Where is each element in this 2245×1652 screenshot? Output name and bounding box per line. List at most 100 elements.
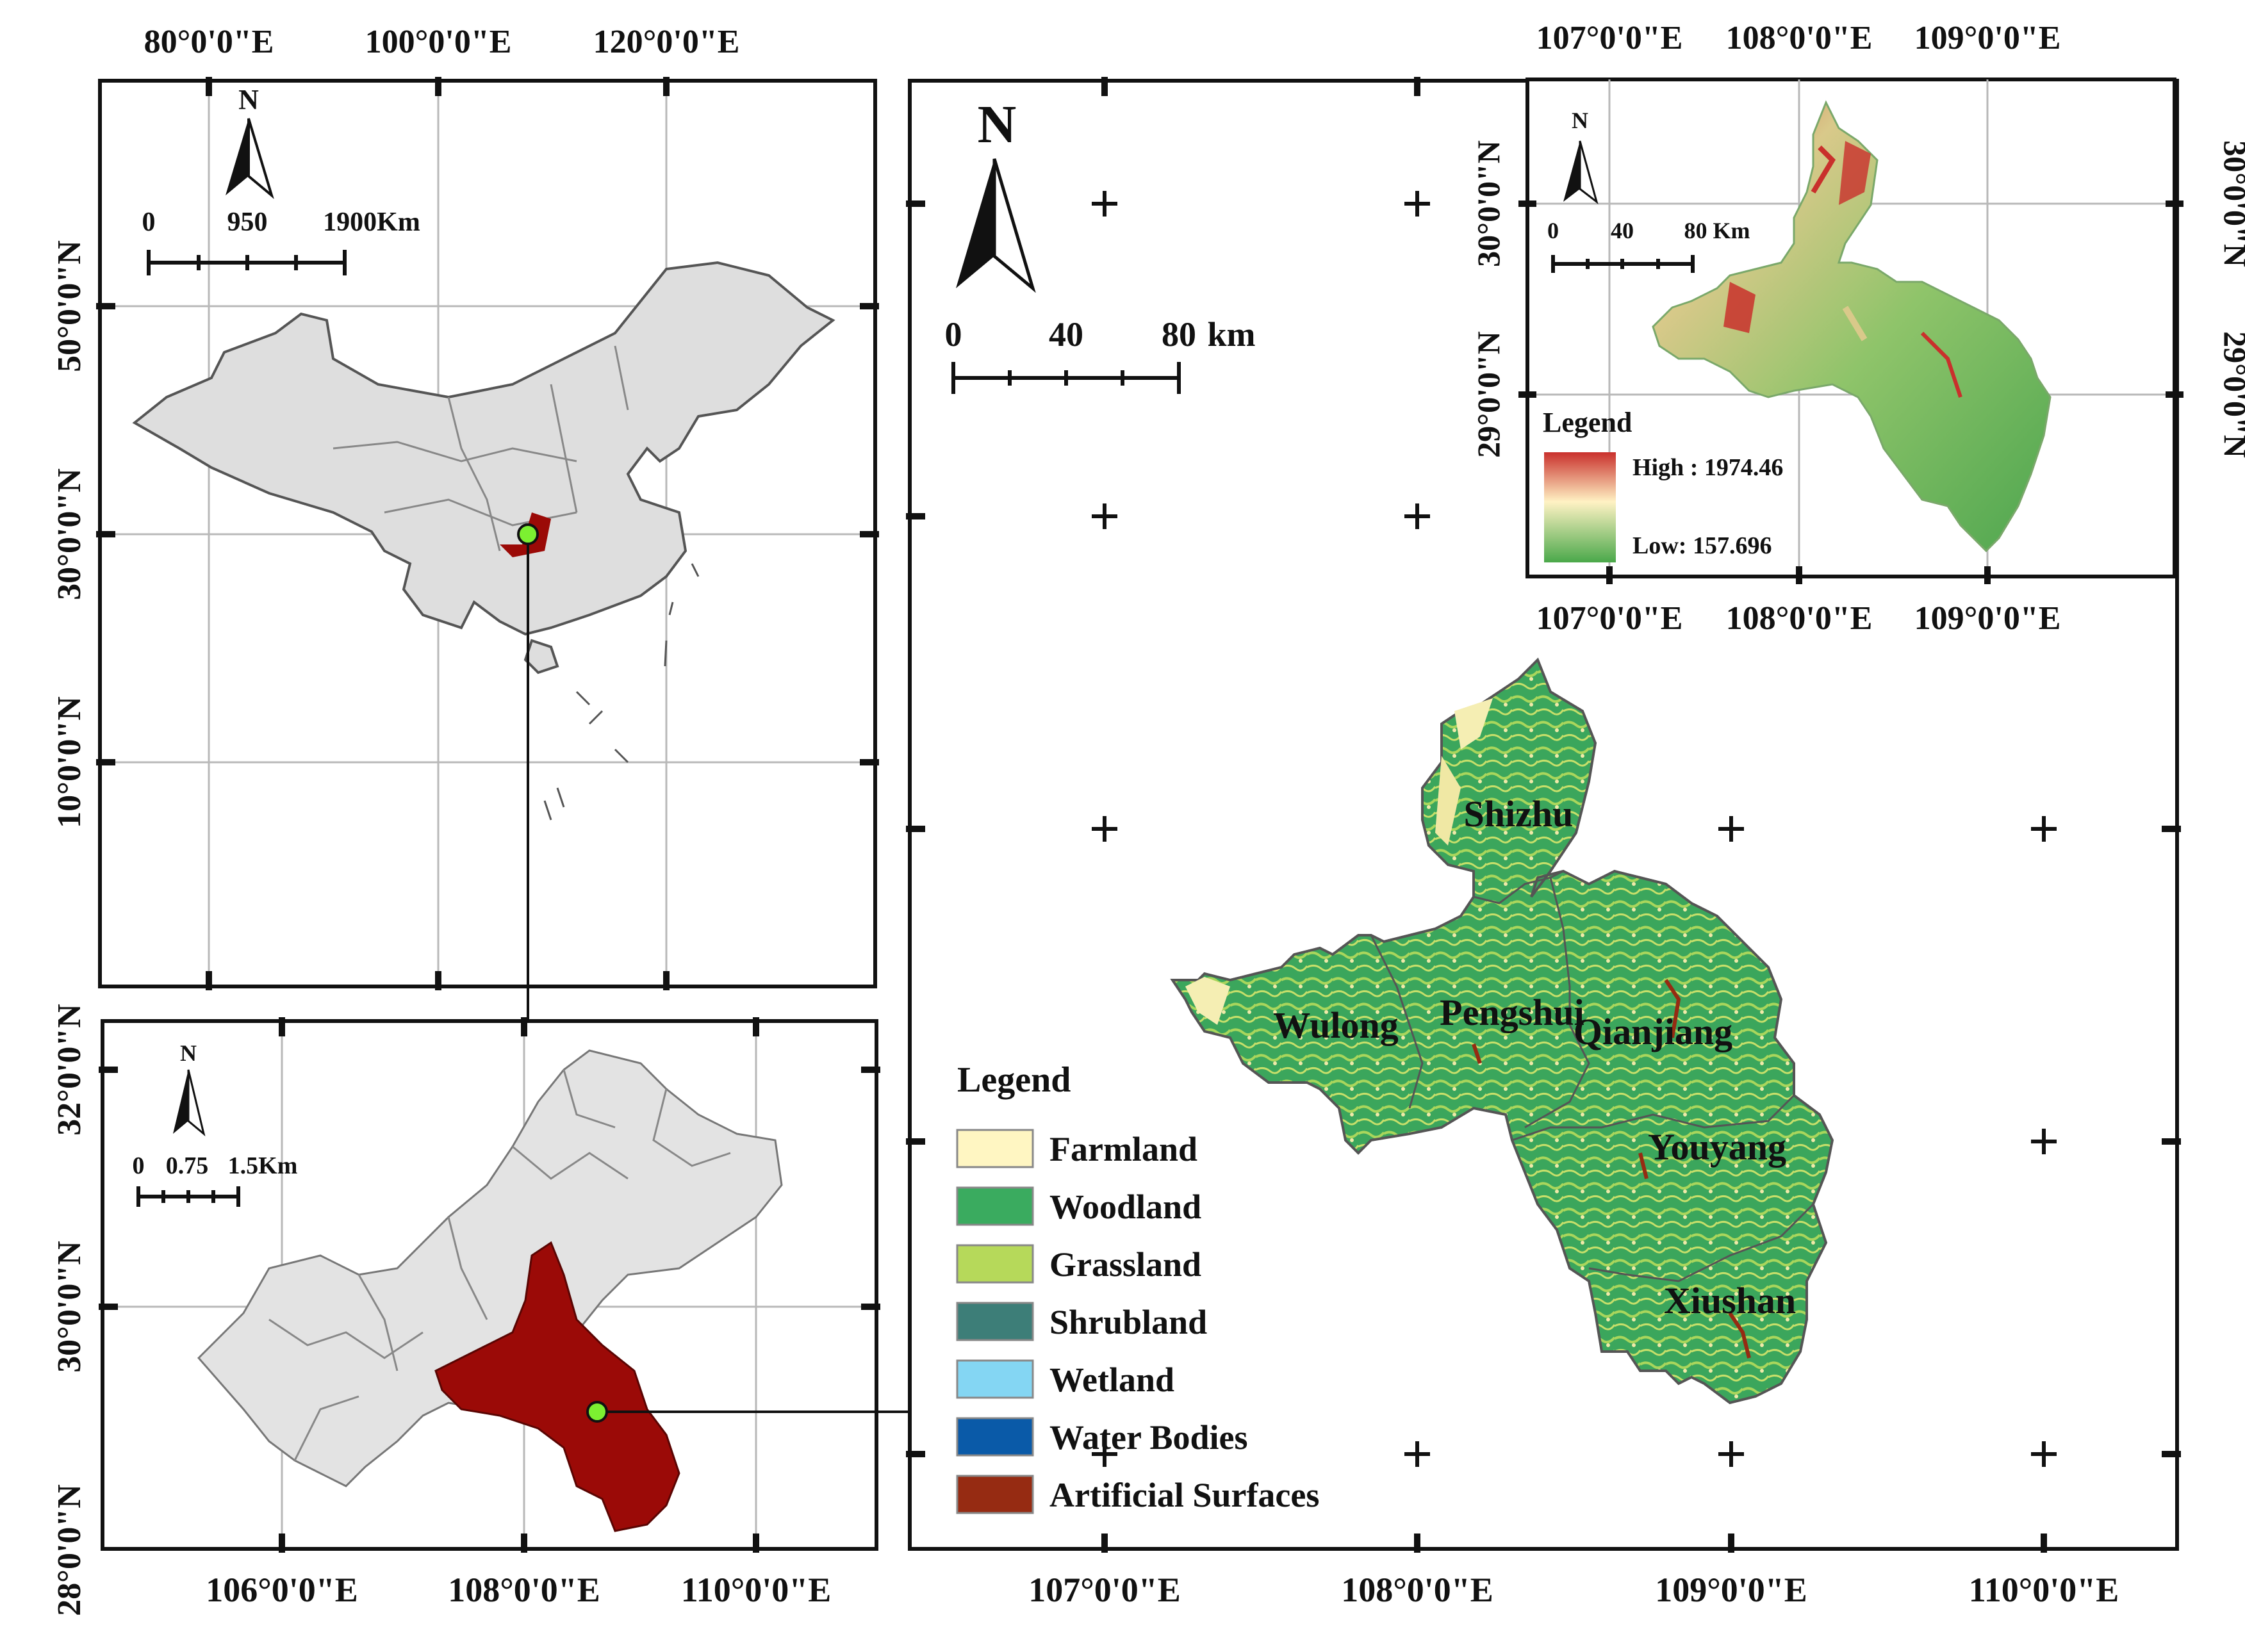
svg-text:Wetland: Wetland (1049, 1361, 1174, 1399)
county-boundaries (1370, 870, 1814, 1282)
chongqing-scale-bar: 0 0.75 1.5Km (133, 1152, 298, 1207)
china-north-arrow: N (226, 84, 274, 199)
china-north-label: N (238, 84, 259, 115)
dem-north-arrow: N (1563, 108, 1599, 204)
china-overview-panel: N 0 950 1900Km 80°0'0"E 100°0'0"E 120°0'… (51, 24, 879, 990)
county-label-qianjiang: Qianjiang (1574, 1011, 1732, 1052)
svg-text:40: 40 (1611, 218, 1634, 243)
county-label-wulong: Wulong (1273, 1004, 1399, 1046)
chongqing-panel: N 0 0.75 1.5Km 106°0'0"E 108°0'0"E 110°0… (51, 1004, 880, 1616)
chongqing-base-map (197, 1049, 783, 1487)
county-label-shizhu: Shizhu (1464, 793, 1574, 835)
county-label-pengshui: Pengshui (1440, 992, 1584, 1033)
dem-low-label: Low: 157.696 (1632, 532, 1772, 559)
china-scale-bar: 0 950 1900Km (142, 208, 420, 275)
svg-text:100°0'0"E: 100°0'0"E (365, 24, 512, 60)
svg-text:108°0'0"E: 108°0'0"E (1341, 1571, 1493, 1609)
study-area-landuse (1170, 657, 1834, 1405)
main-map-ticks (906, 77, 2181, 1553)
svg-text:km: km (1207, 315, 1255, 354)
chongqing-north-arrow: N (173, 1040, 206, 1137)
svg-text:N: N (180, 1040, 197, 1066)
svg-text:50°0'0"N: 50°0'0"N (51, 240, 88, 372)
svg-text:109°0'0"E: 109°0'0"E (1655, 1571, 1807, 1609)
svg-text:29°0'0"N: 29°0'0"N (2217, 331, 2245, 458)
svg-text:29°0'0"N: 29°0'0"N (1470, 331, 1506, 458)
dem-y-labels-left: 30°0'0"N 29°0'0"N (1470, 140, 1506, 458)
legend-title: Legend (957, 1060, 1071, 1100)
main-x-labels: 107°0'0"E 108°0'0"E 109°0'0"E 110°0'0"E (1028, 1571, 2119, 1609)
dem-frame-ticks (1518, 200, 2183, 584)
svg-text:0: 0 (133, 1152, 145, 1179)
svg-text:0: 0 (945, 315, 962, 354)
svg-text:80: 80 (1162, 315, 1196, 354)
svg-text:0.75: 0.75 (166, 1152, 209, 1179)
main-north-arrow: N (956, 95, 1036, 293)
dem-scale-bar: 0 40 80 Km (1547, 218, 1750, 273)
svg-text:120°0'0"E: 120°0'0"E (593, 24, 740, 60)
china-location-marker (517, 523, 539, 545)
legend-item-woodland: Woodland (956, 1186, 1201, 1226)
svg-text:108°0'0"E: 108°0'0"E (1726, 20, 1873, 56)
main-north-label: N (978, 95, 1017, 154)
chongqing-x-labels: 106°0'0"E 108°0'0"E 110°0'0"E (206, 1571, 831, 1609)
main-scale-bar: 0 40 80 km (945, 315, 1256, 394)
china-outline (132, 261, 835, 821)
svg-text:Water Bodies: Water Bodies (1049, 1418, 1248, 1457)
svg-text:109°0'0"E: 109°0'0"E (1914, 20, 2061, 56)
dem-legend: Legend High : 1974.46 Low: 157.696 (1543, 407, 1783, 562)
legend-item-wetland: Wetland (956, 1359, 1174, 1399)
china-y-labels: 50°0'0"N 30°0'0"N 10°0'0"N (51, 240, 88, 828)
svg-text:950: 950 (227, 208, 268, 237)
svg-text:Shrubland: Shrubland (1049, 1303, 1207, 1341)
chongqing-y-labels: 32°0'0"N 30°0'0"N 28°0'0"N (51, 1004, 88, 1616)
legend-item-farmland: Farmland (956, 1129, 1197, 1168)
svg-text:Legend: Legend (1543, 407, 1632, 438)
legend-item-shrubland: Shrubland (956, 1302, 1207, 1341)
svg-text:110°0'0"E: 110°0'0"E (681, 1571, 832, 1609)
county-label-xiushan: Xiushan (1664, 1280, 1796, 1321)
svg-text:30°0'0"N: 30°0'0"N (2217, 140, 2245, 267)
dem-color-ramp (1544, 452, 1616, 562)
location-connectors (517, 523, 914, 1423)
chongqing-frame-ticks (99, 1017, 880, 1553)
dem-inset-panel: N 0 40 80 Km Legend High : 1974.46 Low: … (1470, 20, 2245, 637)
svg-text:80 Km: 80 Km (1684, 218, 1750, 243)
dem-x-labels-bottom: 107°0'0"E 108°0'0"E 109°0'0"E (1536, 600, 2061, 637)
svg-text:Grassland: Grassland (1049, 1245, 1201, 1284)
chongqing-location-marker (586, 1401, 608, 1423)
svg-text:28°0'0"N: 28°0'0"N (51, 1484, 88, 1616)
svg-text:N: N (1572, 108, 1588, 133)
dem-high-label: High : 1974.46 (1632, 454, 1783, 481)
svg-text:10°0'0"N: 10°0'0"N (51, 696, 88, 828)
svg-text:107°0'0"E: 107°0'0"E (1028, 1571, 1181, 1609)
dem-y-labels-right: 30°0'0"N 29°0'0"N (2217, 140, 2245, 458)
svg-text:106°0'0"E: 106°0'0"E (206, 1571, 358, 1609)
county-labels: Shizhu Wulong Pengshui Qianjiang Youyang… (1273, 793, 1796, 1321)
legend-item-artificial-surfaces: Artificial Surfaces (956, 1475, 1319, 1514)
svg-text:30°0'0"N: 30°0'0"N (51, 468, 88, 600)
svg-text:32°0'0"N: 32°0'0"N (51, 1004, 88, 1136)
svg-text:108°0'0"E: 108°0'0"E (448, 1571, 600, 1609)
svg-text:0: 0 (1547, 218, 1559, 243)
svg-text:109°0'0"E: 109°0'0"E (1914, 600, 2061, 637)
svg-text:110°0'0"E: 110°0'0"E (1969, 1571, 2119, 1609)
svg-text:Farmland: Farmland (1049, 1130, 1197, 1168)
svg-text:40: 40 (1049, 315, 1083, 354)
china-frame-ticks (96, 77, 879, 990)
county-label-youyang: Youyang (1648, 1126, 1786, 1168)
legend-item-water-bodies: Water Bodies (956, 1417, 1248, 1457)
svg-text:0: 0 (142, 208, 156, 237)
svg-text:30°0'0"N: 30°0'0"N (51, 1241, 88, 1373)
china-x-labels: 80°0'0"E 100°0'0"E 120°0'0"E (144, 24, 740, 60)
svg-text:Woodland: Woodland (1049, 1188, 1201, 1226)
landuse-legend: Legend Farmland Woodland Grassland Shrub… (956, 1060, 1319, 1514)
svg-text:80°0'0"E: 80°0'0"E (144, 24, 274, 60)
svg-text:1900Km: 1900Km (323, 208, 420, 237)
dem-elevation-surface (1652, 100, 2052, 553)
svg-text:Artificial Surfaces: Artificial Surfaces (1049, 1476, 1319, 1514)
dem-x-labels-top: 107°0'0"E 108°0'0"E 109°0'0"E (1536, 20, 2061, 56)
svg-text:108°0'0"E: 108°0'0"E (1726, 600, 1873, 637)
chongqing-study-region (434, 1241, 680, 1532)
svg-text:1.5Km: 1.5Km (228, 1152, 298, 1179)
